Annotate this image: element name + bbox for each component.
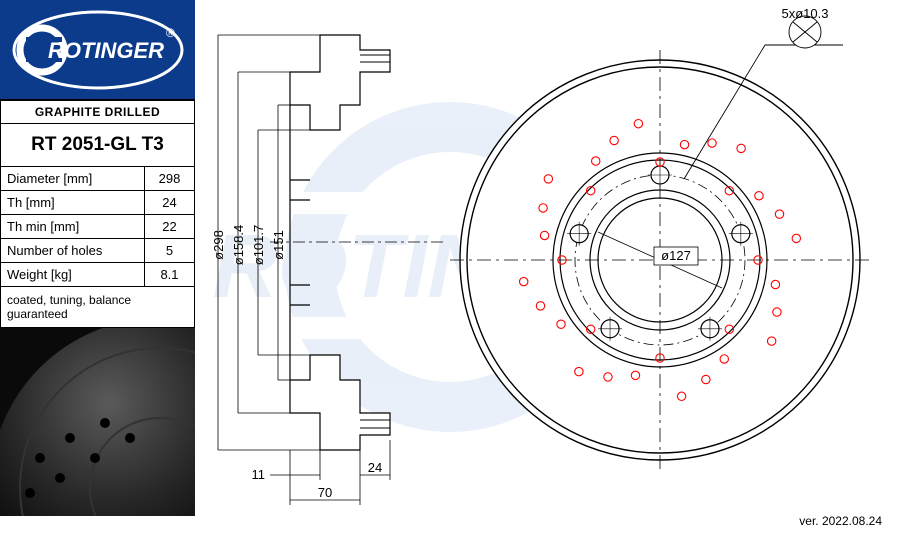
spec-label: Weight [kg] bbox=[1, 263, 145, 287]
spec-label: Th min [mm] bbox=[1, 215, 145, 239]
spec-value: 5 bbox=[145, 239, 195, 263]
spec-value: 24 bbox=[145, 191, 195, 215]
bolt-callout: 5xø10.3 bbox=[782, 6, 829, 21]
front-view-drawing: ø127 5xø10.3 bbox=[445, 0, 875, 534]
part-number: RT 2051-GL T3 bbox=[1, 124, 195, 167]
brand-logo: ROTINGER ® bbox=[0, 0, 195, 100]
product-photo bbox=[0, 328, 195, 516]
spec-label: Number of holes bbox=[1, 239, 145, 263]
spec-value: 8.1 bbox=[145, 263, 195, 287]
spec-notes: coated, tuning, balance guaranteed bbox=[1, 287, 195, 328]
side-view-drawing: ø298 ø158.4 ø101.7 ø151 24 70 11 bbox=[210, 0, 450, 534]
left-panel: ROTINGER ® GRAPHITE DRILLED RT 2051-GL T… bbox=[0, 0, 195, 534]
spec-value: 298 bbox=[145, 167, 195, 191]
svg-text:ø127: ø127 bbox=[661, 248, 691, 263]
table-row: Th min [mm]22 bbox=[1, 215, 195, 239]
table-row: Number of holes5 bbox=[1, 239, 195, 263]
dim-d101: ø101.7 bbox=[251, 225, 266, 265]
dim-70: 70 bbox=[318, 485, 332, 500]
svg-text:®: ® bbox=[166, 26, 175, 40]
spec-value: 22 bbox=[145, 215, 195, 239]
svg-text:ROTINGER: ROTINGER bbox=[47, 38, 163, 63]
dim-d151: ø151 bbox=[271, 230, 286, 260]
spec-label: Th [mm] bbox=[1, 191, 145, 215]
spec-label: Diameter [mm] bbox=[1, 167, 145, 191]
table-row: Th [mm]24 bbox=[1, 191, 195, 215]
table-row: Weight [kg]8.1 bbox=[1, 263, 195, 287]
version-label: ver. 2022.08.24 bbox=[799, 514, 882, 528]
dim-d158: ø158.4 bbox=[231, 225, 246, 265]
spec-table: GRAPHITE DRILLED RT 2051-GL T3 Diameter … bbox=[0, 100, 195, 328]
table-row: Diameter [mm]298 bbox=[1, 167, 195, 191]
dim-24: 24 bbox=[368, 460, 382, 475]
dim-d298: ø298 bbox=[211, 230, 226, 260]
dim-11: 11 bbox=[252, 467, 266, 482]
product-line: GRAPHITE DRILLED bbox=[1, 101, 195, 124]
